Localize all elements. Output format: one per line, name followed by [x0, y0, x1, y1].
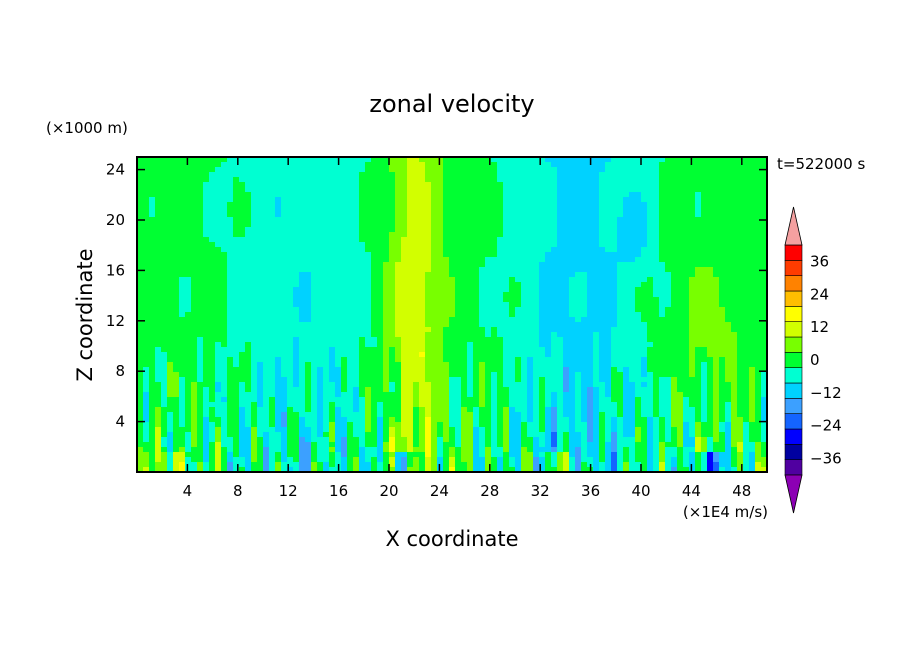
velocity-contour-field	[137, 157, 768, 473]
x-tick-label: 48	[732, 482, 751, 500]
colorbar-tick-label: −24	[810, 417, 842, 435]
colorbar-tick-label: 24	[810, 285, 829, 303]
colorbar-segment	[784, 244, 803, 261]
y-tick-label: 24	[106, 161, 125, 179]
y-axis-ticks: 4 8 12 16 20 24	[106, 161, 767, 431]
colorbar-segment	[784, 428, 803, 445]
x-tick-label: 20	[379, 482, 398, 500]
y-tick-label: 8	[115, 362, 125, 380]
x-tick-label: 36	[581, 482, 600, 500]
y-tick-label: 4	[115, 413, 125, 431]
colorbar-segment	[784, 444, 803, 460]
x-units-label: (×1E4 m/s)	[683, 503, 768, 521]
y-units-label: (×1000 m)	[46, 119, 128, 137]
time-label: t=522000 s	[777, 155, 865, 173]
colorbar: 36 24 12 0 −12 −24 −36	[784, 206, 842, 514]
chart-title: zonal velocity	[369, 90, 534, 118]
y-tick-label: 20	[106, 211, 125, 229]
colorbar-under-triangle	[784, 474, 803, 514]
colorbar-segment	[784, 260, 803, 276]
x-tick-label: 16	[329, 482, 348, 500]
y-tick-label: 16	[106, 261, 125, 279]
x-tick-label: 8	[233, 482, 243, 500]
y-axis-label: Z coordinate	[73, 248, 97, 381]
colorbar-segment	[784, 382, 803, 399]
colorbar-segment	[784, 398, 803, 414]
colorbar-tick-label: 12	[810, 318, 829, 336]
x-tick-label: 40	[631, 482, 650, 500]
colorbar-tick-label: 0	[810, 351, 820, 369]
colorbar-segment	[784, 367, 803, 384]
colorbar-tick-label: −36	[810, 450, 842, 468]
colorbar-segment	[784, 352, 803, 368]
x-tick-label: 44	[682, 482, 701, 500]
colorbar-segment	[784, 275, 803, 292]
x-tick-label: 32	[531, 482, 550, 500]
colorbar-segment	[784, 459, 803, 476]
x-tick-label: 24	[430, 482, 449, 500]
colorbar-segment	[784, 306, 803, 322]
colorbar-segment	[784, 290, 803, 307]
colorbar-segment	[784, 336, 803, 353]
colorbar-tick-label: 36	[810, 252, 829, 270]
colorbar-tick-label: −12	[810, 384, 842, 402]
x-tick-label: 12	[279, 482, 298, 500]
x-tick-label: 4	[183, 482, 193, 500]
colorbar-segment	[784, 321, 803, 338]
plot-frame	[136, 156, 768, 473]
x-axis-label: X coordinate	[385, 527, 518, 551]
colorbar-over-triangle	[784, 206, 803, 246]
x-tick-label: 28	[480, 482, 499, 500]
x-axis-ticks: 4 8 12 16 20 24 28 32 36 40 44 48	[183, 157, 751, 500]
y-tick-label: 12	[106, 312, 125, 330]
colorbar-segment	[784, 413, 803, 430]
